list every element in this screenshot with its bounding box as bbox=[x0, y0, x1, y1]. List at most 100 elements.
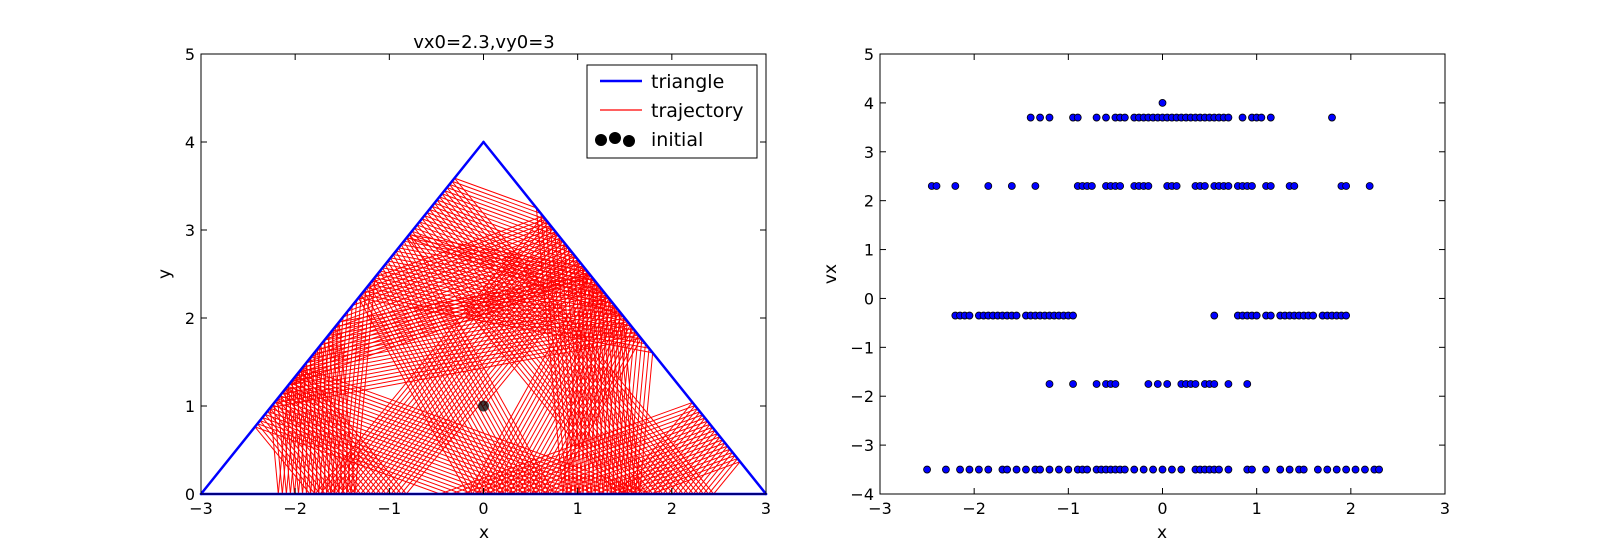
y-tick-label: 4 bbox=[864, 94, 874, 113]
scatter-point bbox=[1069, 380, 1077, 388]
trajectory-segment bbox=[269, 407, 507, 494]
scatter-point bbox=[1026, 113, 1035, 122]
scatter-point bbox=[1177, 465, 1186, 474]
y-tick-label: −4 bbox=[850, 485, 874, 504]
trajectory-segment bbox=[262, 417, 326, 494]
trajectory-segment bbox=[363, 290, 646, 345]
scatter-point bbox=[1365, 182, 1374, 190]
trajectory-segment bbox=[366, 287, 483, 494]
scatter-point bbox=[1266, 113, 1275, 122]
triangle-edge bbox=[199, 140, 485, 496]
y-tick-label: −3 bbox=[850, 436, 874, 455]
trajectory-segment bbox=[594, 303, 614, 494]
scatter-point bbox=[1238, 113, 1247, 122]
trajectory-segment bbox=[259, 420, 463, 494]
scatter-point bbox=[1252, 311, 1261, 320]
trajectory-lines bbox=[254, 177, 741, 494]
y-tick-label: 3 bbox=[864, 143, 874, 162]
plot-area: −3 −2 −1 0 1 2 3 0 1 2 3 4 5 bbox=[185, 45, 771, 518]
scatter-point bbox=[1361, 465, 1369, 474]
trajectory-segment bbox=[269, 407, 341, 494]
scatter-point bbox=[1031, 182, 1040, 190]
trajectory-segment bbox=[309, 358, 324, 494]
scatter-point bbox=[1313, 465, 1322, 474]
trajectory-segment bbox=[334, 305, 353, 494]
trajectory-segment bbox=[406, 237, 618, 494]
trajectory-segment bbox=[499, 298, 610, 494]
x-tick-label: −1 bbox=[1057, 499, 1081, 518]
scatter-point bbox=[1342, 311, 1351, 320]
trajectory-segment bbox=[419, 221, 601, 288]
scatter-point bbox=[942, 465, 950, 474]
y-tick-label: 2 bbox=[185, 309, 195, 328]
chart-title: vx0=2.3,vy0=3 bbox=[413, 32, 554, 53]
trajectory-segment bbox=[622, 315, 641, 494]
trajectory-segment bbox=[319, 218, 546, 494]
scatter-point bbox=[1139, 465, 1148, 474]
scatter-point bbox=[1087, 182, 1096, 190]
trajectory-segment bbox=[409, 233, 619, 311]
trajectory-segment bbox=[390, 257, 523, 494]
trajectory-segment bbox=[698, 452, 733, 494]
scatter-point bbox=[984, 182, 993, 190]
trajectory-segment bbox=[647, 420, 708, 494]
trajectory-segment bbox=[713, 461, 741, 494]
x-tick-label: −2 bbox=[283, 499, 307, 518]
trajectory-segment bbox=[387, 260, 613, 304]
legend: triangle trajectory initial bbox=[586, 64, 758, 159]
trajectory-segment bbox=[361, 293, 650, 349]
trajectory-segment bbox=[267, 410, 496, 494]
trajectory-segment bbox=[393, 254, 606, 295]
trajectory-segment bbox=[264, 414, 331, 494]
trajectory-segment bbox=[314, 215, 544, 494]
x-axis-label: x bbox=[1157, 523, 1167, 543]
scatter-point bbox=[1224, 113, 1233, 122]
trajectory-segment bbox=[436, 199, 679, 494]
trajectory-segment bbox=[354, 277, 376, 494]
trajectory-segment bbox=[272, 404, 518, 494]
trajectory-segment bbox=[297, 268, 586, 375]
trajectory-segment bbox=[277, 398, 287, 494]
trajectory-segment bbox=[338, 240, 564, 324]
scatter-point bbox=[974, 465, 983, 474]
trajectory-segment bbox=[314, 333, 330, 494]
trajectory-segment bbox=[264, 413, 485, 494]
scatter-point bbox=[1007, 182, 1016, 190]
trajectory-segment bbox=[313, 353, 328, 494]
scatter-point bbox=[1055, 465, 1063, 474]
trajectory-segment bbox=[672, 436, 721, 494]
trajectory-segment bbox=[318, 328, 335, 494]
y-tick-label: 5 bbox=[185, 45, 195, 64]
y-tick-label: 1 bbox=[864, 241, 874, 260]
trajectory-segment bbox=[462, 408, 698, 494]
trajectory-segment bbox=[370, 218, 546, 284]
trajectory-segment bbox=[708, 458, 738, 494]
trajectory-segment bbox=[395, 265, 584, 494]
trajectory-segment bbox=[490, 291, 605, 494]
y-tick-label: 4 bbox=[185, 133, 195, 152]
scatter-point bbox=[1158, 98, 1167, 107]
trajectory-segment bbox=[414, 227, 610, 300]
trajectory-segment bbox=[330, 311, 349, 494]
trajectory-segment bbox=[320, 344, 336, 494]
scatter-point bbox=[965, 311, 974, 320]
x-tick-label: 3 bbox=[1440, 499, 1450, 518]
trajectory-segment bbox=[472, 278, 594, 494]
trajectory-segment bbox=[637, 414, 703, 494]
trajectory-segment bbox=[617, 310, 637, 494]
trajectory-segment bbox=[409, 234, 585, 268]
scatter-point bbox=[1073, 113, 1082, 122]
trajectory-segment bbox=[352, 231, 556, 306]
trajectory-segment bbox=[259, 420, 321, 494]
scatter-point bbox=[1045, 465, 1054, 474]
scatter-point bbox=[1045, 113, 1054, 122]
trajectory-segment bbox=[311, 259, 579, 358]
scatter-point bbox=[1102, 113, 1110, 122]
scatter-point bbox=[1012, 465, 1021, 474]
scatter-point bbox=[1149, 465, 1157, 474]
trajectory-segment bbox=[558, 236, 584, 494]
scatter-point bbox=[1172, 182, 1181, 190]
scatter-points bbox=[923, 98, 1383, 474]
scatter-point bbox=[1290, 182, 1299, 190]
